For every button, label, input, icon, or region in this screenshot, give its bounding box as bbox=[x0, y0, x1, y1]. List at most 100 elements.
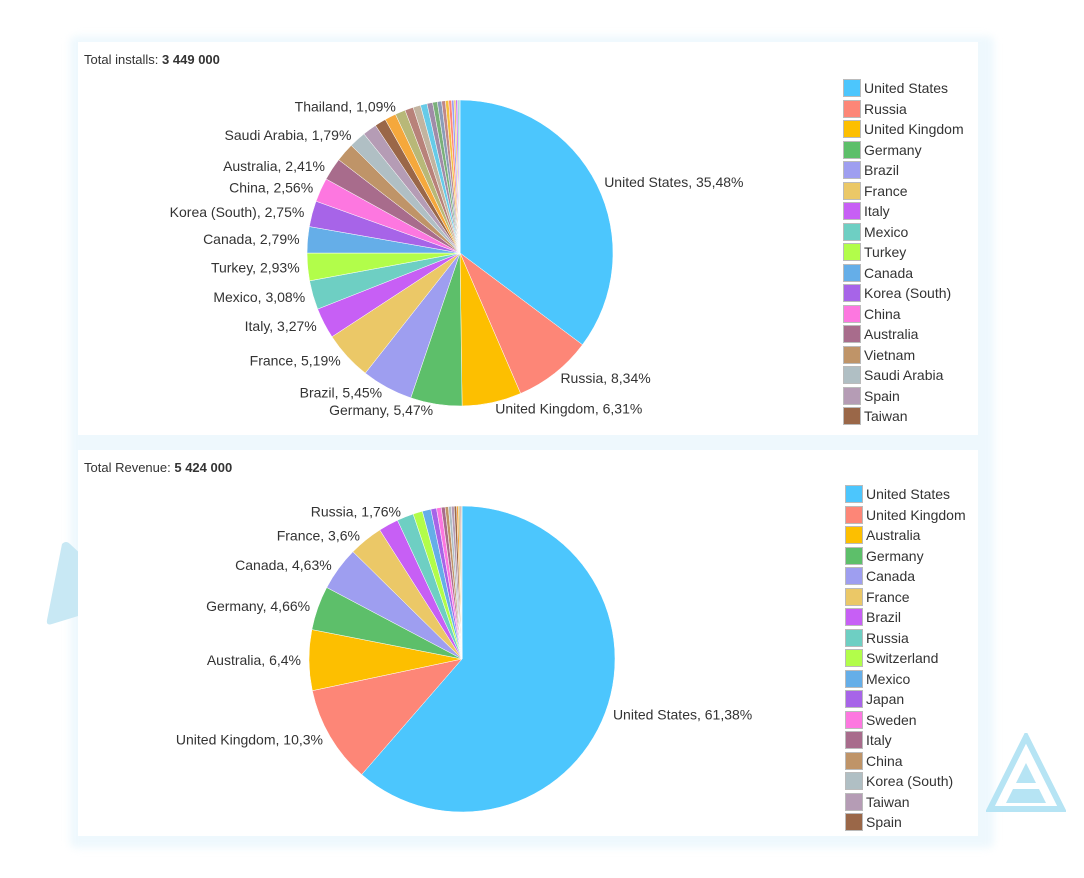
legend-label: Saudi Arabia bbox=[864, 367, 944, 384]
slice-label: Brazil, 5,45% bbox=[300, 385, 382, 401]
legend-item[interactable]: United States bbox=[845, 484, 966, 505]
legend-swatch bbox=[845, 772, 863, 791]
legend-swatch bbox=[843, 99, 861, 118]
legend-swatch bbox=[845, 546, 863, 565]
legend-item[interactable]: Spain bbox=[845, 812, 966, 833]
legend-swatch bbox=[845, 587, 863, 606]
revenue-chart-panel: Total Revenue: 5 424 000 United States, … bbox=[78, 450, 978, 836]
legend-label: Spain bbox=[864, 387, 900, 404]
legend-item[interactable]: Korea (South) bbox=[845, 771, 966, 792]
slice-label: Italy, 3,27% bbox=[245, 318, 317, 334]
revenue-pie: United States, 61,38% United Kingdom, 10,… bbox=[176, 503, 752, 813]
legend-item[interactable]: United States bbox=[843, 78, 964, 99]
legend-item[interactable]: Taiwan bbox=[843, 406, 964, 427]
legend-item[interactable]: Brazil bbox=[845, 607, 966, 628]
slice-label: China, 2,56% bbox=[229, 179, 313, 195]
legend-label: Sweden bbox=[866, 711, 917, 728]
slice-label: Mexico, 3,08% bbox=[213, 289, 305, 305]
slice-label: Korea (South), 2,75% bbox=[170, 204, 305, 220]
legend-swatch bbox=[843, 304, 861, 323]
legend-item[interactable]: France bbox=[843, 181, 964, 202]
legend-item[interactable]: Canada bbox=[845, 566, 966, 587]
installs-legend: United States Russia United Kingdom Germany… bbox=[843, 78, 964, 427]
slice-label: United States, 61,38% bbox=[613, 707, 752, 723]
legend-item[interactable]: China bbox=[845, 751, 966, 772]
legend-label: Brazil bbox=[864, 162, 900, 179]
legend-item[interactable]: Switzerland bbox=[845, 648, 966, 669]
legend-item[interactable]: Canada bbox=[843, 263, 964, 284]
legend-label: United States bbox=[866, 486, 951, 503]
legend-swatch bbox=[845, 649, 863, 668]
legend-item[interactable]: Mexico bbox=[843, 222, 964, 243]
legend-item[interactable]: Japan bbox=[845, 689, 966, 710]
legend-item[interactable]: Germany bbox=[845, 546, 966, 567]
legend-label: Germany bbox=[866, 547, 924, 564]
legend-swatch bbox=[845, 710, 863, 729]
pie-slice bbox=[460, 505, 463, 660]
legend-swatch bbox=[843, 243, 861, 262]
pie-slice-united-states bbox=[459, 99, 614, 346]
legend-swatch bbox=[845, 813, 863, 832]
legend-swatch bbox=[843, 161, 861, 180]
legend-item[interactable]: Saudi Arabia bbox=[843, 365, 964, 386]
legend-label: France bbox=[866, 588, 910, 605]
legend-label: Germany bbox=[864, 141, 922, 158]
legend-label: Taiwan bbox=[866, 793, 910, 810]
legend-item[interactable]: Italy bbox=[845, 730, 966, 751]
legend-label: France bbox=[864, 182, 908, 199]
legend-swatch bbox=[845, 792, 863, 811]
legend-swatch bbox=[845, 567, 863, 586]
legend-item[interactable]: Russia bbox=[845, 628, 966, 649]
revenue-legend: United States United Kingdom Australia Germ… bbox=[845, 484, 966, 833]
legend-swatch bbox=[843, 202, 861, 221]
slice-label: United States, 35,48% bbox=[604, 174, 743, 190]
legend-swatch bbox=[845, 608, 863, 627]
slice-label: Australia, 2,41% bbox=[223, 158, 325, 174]
legend-swatch bbox=[845, 526, 863, 545]
legend-item[interactable]: Brazil bbox=[843, 160, 964, 181]
legend-swatch bbox=[843, 79, 861, 98]
slice-label: United Kingdom, 10,3% bbox=[176, 732, 323, 748]
slice-label: Canada, 4,63% bbox=[235, 557, 332, 573]
slice-label: Germany, 4,66% bbox=[206, 598, 310, 614]
legend-swatch bbox=[843, 222, 861, 241]
legend-item[interactable]: Australia bbox=[843, 324, 964, 345]
legend-item[interactable]: France bbox=[845, 587, 966, 608]
legend-label: Canada bbox=[864, 264, 914, 281]
legend-label: Korea (South) bbox=[866, 773, 954, 790]
legend-item[interactable]: Italy bbox=[843, 201, 964, 222]
legend-item[interactable]: Sweden bbox=[845, 710, 966, 731]
legend-item[interactable]: Russia bbox=[843, 99, 964, 120]
legend-label: Australia bbox=[864, 326, 919, 343]
legend-item[interactable]: Germany bbox=[843, 140, 964, 161]
legend-item[interactable]: Taiwan bbox=[845, 792, 966, 813]
legend-swatch bbox=[843, 263, 861, 282]
slice-label: Turkey, 2,93% bbox=[211, 260, 300, 276]
legend-item[interactable]: United Kingdom bbox=[843, 119, 964, 140]
legend-item[interactable]: Korea (South) bbox=[843, 283, 964, 304]
legend-label: Italy bbox=[864, 203, 890, 220]
legend-label: Mexico bbox=[864, 223, 909, 240]
legend-item[interactable]: Australia bbox=[845, 525, 966, 546]
slice-label: France, 3,6% bbox=[277, 527, 360, 543]
legend-label: Spain bbox=[866, 814, 902, 831]
legend-swatch bbox=[843, 345, 861, 364]
pie-slice bbox=[458, 99, 461, 254]
legend-swatch bbox=[845, 731, 863, 750]
legend-label: Korea (South) bbox=[864, 285, 952, 302]
legend-item[interactable]: Spain bbox=[843, 386, 964, 407]
legend-item[interactable]: China bbox=[843, 304, 964, 325]
legend-item[interactable]: Turkey bbox=[843, 242, 964, 263]
legend-label: Turkey bbox=[864, 244, 907, 261]
legend-label: Russia bbox=[866, 629, 909, 646]
title-label: Total installs: bbox=[84, 52, 159, 67]
slice-label: Russia, 8,34% bbox=[560, 370, 650, 386]
legend-swatch bbox=[843, 181, 861, 200]
legend-item[interactable]: United Kingdom bbox=[845, 505, 966, 526]
legend-label: China bbox=[864, 305, 901, 322]
legend-label: China bbox=[866, 752, 903, 769]
legend-swatch bbox=[845, 485, 863, 504]
installs-pie: United States, 35,48% Russia, 8,34% United… bbox=[170, 99, 744, 418]
legend-item[interactable]: Vietnam bbox=[843, 345, 964, 366]
legend-item[interactable]: Mexico bbox=[845, 669, 966, 690]
